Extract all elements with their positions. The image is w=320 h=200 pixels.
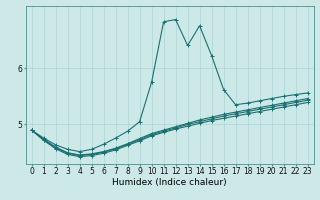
X-axis label: Humidex (Indice chaleur): Humidex (Indice chaleur) — [112, 178, 227, 187]
